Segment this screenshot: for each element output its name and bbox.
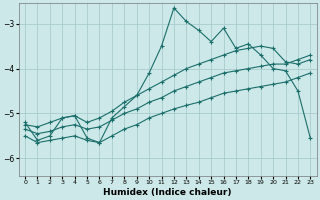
X-axis label: Humidex (Indice chaleur): Humidex (Indice chaleur): [103, 188, 232, 197]
